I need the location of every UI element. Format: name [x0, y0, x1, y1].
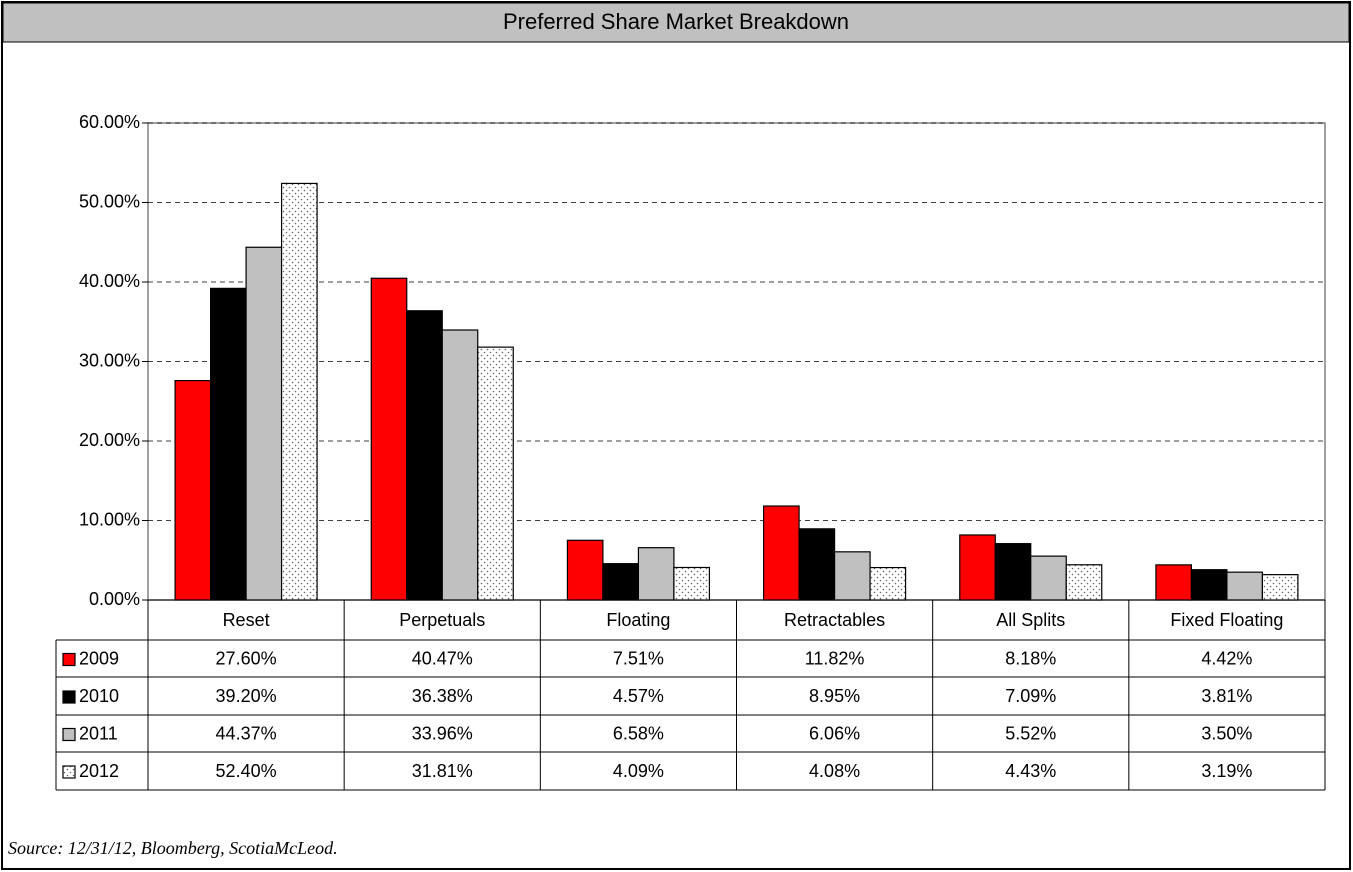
- table-cell: 4.57%: [613, 686, 664, 706]
- table-cell: 3.19%: [1201, 761, 1252, 781]
- legend-swatch: [62, 765, 76, 779]
- bar: [798, 528, 836, 601]
- legend-swatch: [62, 690, 76, 704]
- legend-label: 2011: [79, 723, 118, 743]
- table-cell: 8.95%: [809, 686, 860, 706]
- x-tick-label: Perpetuals: [399, 610, 485, 630]
- table-cell: 36.38%: [412, 686, 473, 706]
- bar: [602, 563, 640, 601]
- bar: [245, 246, 283, 601]
- table-cell: 11.82%: [805, 648, 865, 668]
- bar: [673, 566, 711, 601]
- table-cell: 31.81%: [412, 761, 473, 781]
- bar: [762, 505, 800, 601]
- table-cell: 7.09%: [1005, 686, 1056, 706]
- bar: [1155, 564, 1193, 601]
- x-tick-label: Fixed Floating: [1170, 610, 1283, 630]
- legend-label: 2009: [79, 648, 119, 668]
- bar: [869, 566, 907, 601]
- x-tick-label: All Splits: [996, 610, 1065, 630]
- table-cell: 4.09%: [613, 761, 664, 781]
- table-cell: 3.81%: [1201, 686, 1252, 706]
- y-tick-label: 0.00%: [89, 589, 140, 609]
- table-cell: 40.47%: [412, 648, 473, 668]
- table-cell: 4.08%: [809, 761, 860, 781]
- source-note: Source: 12/31/12, Bloomberg, ScotiaMcLeo…: [8, 838, 338, 858]
- bar: [370, 277, 408, 601]
- y-tick-label: 60.00%: [79, 112, 140, 132]
- bar: [280, 182, 318, 601]
- bar: [1190, 569, 1228, 601]
- title-bar: [2, 2, 1350, 43]
- table-cell: 8.18%: [1005, 648, 1056, 668]
- bar: [174, 379, 212, 601]
- table-cell: 7.51%: [613, 648, 664, 668]
- x-tick-label: Floating: [606, 610, 670, 630]
- bar: [1065, 564, 1103, 601]
- bar: [959, 534, 996, 601]
- bar: [833, 551, 871, 601]
- table-cell: 5.52%: [1005, 723, 1056, 743]
- table-cell: 4.43%: [1005, 761, 1056, 781]
- x-tick-label: Reset: [223, 610, 270, 630]
- legend-swatch: [62, 727, 76, 742]
- x-tick-label: Retractables: [784, 610, 885, 630]
- bar: [1030, 555, 1067, 601]
- table-cell: 33.96%: [412, 723, 473, 743]
- table-cell: 6.06%: [809, 723, 860, 743]
- bar: [441, 329, 479, 601]
- bar: [637, 547, 675, 601]
- legend-swatch: [62, 652, 76, 667]
- table-cell: 52.40%: [216, 761, 277, 781]
- table-cell: 6.58%: [613, 723, 664, 743]
- table-cell: 27.60%: [216, 648, 277, 668]
- bar: [566, 539, 604, 601]
- bar: [994, 543, 1032, 601]
- table-cell: 3.50%: [1201, 723, 1252, 743]
- legend-label: 2010: [79, 686, 119, 706]
- y-tick-label: 20.00%: [79, 430, 140, 450]
- y-tick-label: 40.00%: [79, 271, 140, 291]
- bar: [1226, 571, 1264, 601]
- table-cell: 4.42%: [1201, 648, 1252, 668]
- bar: [477, 346, 514, 601]
- y-tick-label: 30.00%: [79, 350, 140, 370]
- legend-label: 2012: [79, 761, 119, 781]
- y-tick-label: 10.00%: [79, 509, 140, 529]
- bar: [209, 287, 247, 601]
- table-cell: 44.37%: [216, 723, 277, 743]
- bar: [406, 310, 443, 601]
- bar: [1261, 574, 1299, 601]
- chart-title: Preferred Share Market Breakdown: [503, 9, 849, 34]
- table-cell: 39.20%: [216, 686, 277, 706]
- y-tick-label: 50.00%: [79, 191, 140, 211]
